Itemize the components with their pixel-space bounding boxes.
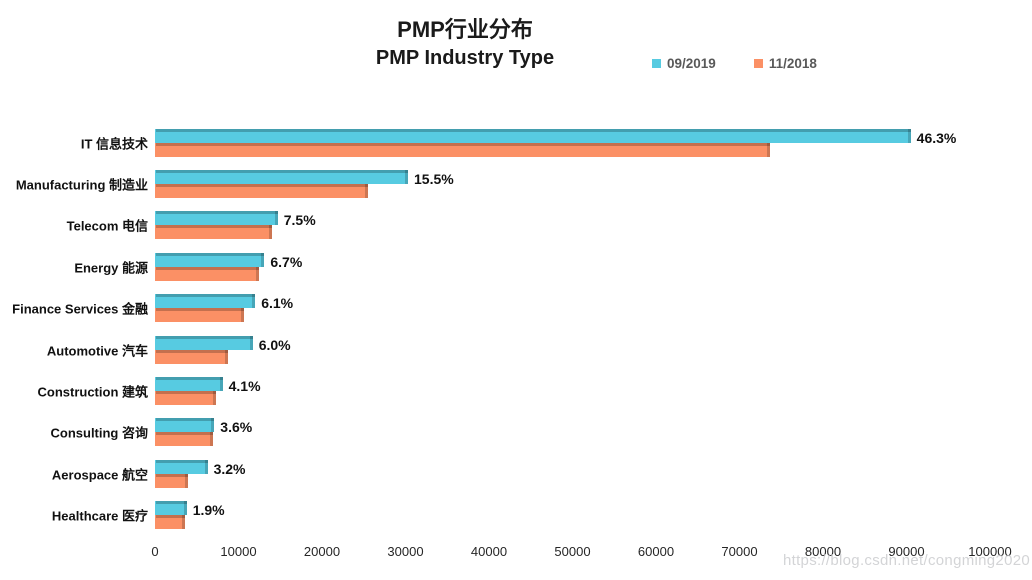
row-label: Finance Services 金融 — [12, 301, 148, 317]
chart-row: IT 信息技术 46.3% — [81, 122, 990, 163]
bar-line-2018 — [155, 308, 990, 323]
row-label: Manufacturing 制造业 — [15, 177, 148, 193]
x-axis: 0 10000 20000 30000 40000 50000 60000 70000 8000… — [151, 544, 1011, 564]
bar-2019 — [155, 211, 278, 226]
chart-rows: IT 信息技术 46.3% Manufacturing 制造业 15.5% Te… — [12, 122, 990, 536]
row-label: Consulting 咨询 — [50, 425, 149, 441]
chart-row: Manufacturing 制造业 15.5% — [16, 163, 990, 204]
bar-2018 — [155, 349, 228, 364]
legend-label-2019: 09/2019 — [667, 56, 716, 71]
bar-line-2018 — [155, 432, 990, 447]
x-axis-tick: 0 — [151, 544, 159, 559]
bar-value-label: 1.9% — [192, 502, 225, 519]
bar-2018 — [155, 225, 272, 240]
bar-line-2018 — [155, 225, 990, 240]
chart-title: PMP行业分布 PMP Industry Type — [155, 16, 775, 71]
bar-2018 — [155, 184, 368, 199]
x-axis-tick: 20000 — [303, 544, 341, 559]
bar-line-2018 — [155, 184, 990, 199]
row-label: IT 信息技术 — [80, 136, 148, 152]
bar-2019 — [155, 377, 223, 392]
chart-row: Telecom 电信 7.5% — [67, 205, 990, 246]
chart-title-line1: PMP行业分布 — [397, 17, 533, 42]
chart-row: Aerospace 航空 3.2% — [52, 453, 990, 494]
chart-row: Construction 建筑 4.1% — [38, 370, 990, 411]
bar-line-2018 — [155, 349, 990, 364]
chart-row: Automotive 汽车 6.0% — [47, 329, 990, 370]
x-axis-tick: 60000 — [637, 544, 675, 559]
bar-2018 — [155, 266, 260, 281]
bar-2019 — [155, 294, 256, 309]
bar-2018 — [155, 142, 771, 157]
x-axis-tick: 90000 — [888, 544, 925, 559]
bar-2018 — [155, 308, 245, 323]
bar-line-2019: 46.3% — [155, 128, 990, 146]
bar-value-label: 3.6% — [220, 419, 253, 436]
legend: 09/2019 11/2018 — [652, 56, 817, 71]
chart-row: Energy 能源 6.7% — [74, 246, 990, 287]
legend-swatch-2019-icon — [652, 59, 661, 68]
bar-line-2019: 6.7% — [155, 252, 990, 270]
chart-title-line2: PMP Industry Type — [375, 46, 555, 69]
bar-line-2018 — [155, 266, 990, 281]
bar-line-2019: 6.0% — [155, 335, 990, 353]
legend-item-2019: 09/2019 — [652, 56, 716, 71]
bar-2019 — [155, 252, 265, 267]
row-label: Construction 建筑 — [37, 384, 149, 400]
bar-line-2019: 1.9% — [155, 501, 990, 519]
bar-line-2019: 4.1% — [155, 377, 990, 395]
chart-row: Consulting 咨询 3.6% — [51, 412, 990, 453]
bar-line-2019: 3.6% — [155, 418, 990, 436]
bar-value-label: 6.7% — [270, 253, 303, 270]
bar-line-2019: 15.5% — [155, 170, 990, 188]
bar-value-label: 7.5% — [283, 212, 316, 229]
bar-value-label: 15.5% — [414, 171, 454, 188]
bar-value-label: 6.0% — [258, 336, 291, 353]
bar-2018 — [155, 391, 216, 406]
bar-2019 — [155, 501, 187, 516]
bar-2019 — [155, 459, 208, 474]
bar-line-2018 — [155, 515, 990, 530]
row-label: Energy 能源 — [74, 260, 148, 276]
row-label: Aerospace 航空 — [51, 467, 148, 483]
bar-line-2018 — [155, 473, 990, 488]
bar-line-2019: 3.2% — [155, 459, 990, 477]
bar-line-2019: 7.5% — [155, 211, 990, 229]
x-axis-tick: 10000 — [220, 544, 257, 559]
plot-area: IT 信息技术 46.3% Manufacturing 制造业 15.5% Te… — [12, 122, 990, 536]
bar-value-label: 3.2% — [213, 460, 246, 477]
bar-line-2019: 6.1% — [155, 294, 990, 312]
x-axis-tick: 80000 — [804, 544, 842, 559]
row-label: Healthcare 医疗 — [51, 508, 148, 524]
bar-2019 — [155, 128, 911, 143]
bar-2018 — [155, 432, 213, 447]
legend-item-2018: 11/2018 — [753, 56, 817, 71]
chart-row: Finance Services 金融 6.1% — [12, 288, 990, 329]
bar-line-2018 — [155, 391, 990, 406]
bar-2019 — [155, 418, 215, 433]
row-label: Telecom 电信 — [66, 218, 148, 234]
bar-2019 — [155, 335, 253, 350]
x-axis-tick: 40000 — [470, 544, 508, 559]
chart-row: Healthcare 医疗 1.9% — [52, 495, 990, 536]
bar-value-label: 4.1% — [228, 378, 261, 395]
x-axis-tick: 50000 — [554, 544, 591, 559]
bar-2019 — [155, 170, 408, 185]
bar-2018 — [155, 515, 186, 530]
bar-value-label: 46.3% — [916, 129, 957, 146]
legend-swatch-2018-icon — [753, 59, 763, 68]
bar-line-2018 — [155, 142, 990, 157]
x-axis-tick: 30000 — [387, 544, 424, 559]
watermark: https://blog.csdn.net/congming2020 — [782, 552, 1030, 569]
x-axis-tick: 100000 — [968, 544, 1012, 559]
bar-value-label: 6.1% — [261, 295, 294, 312]
x-axis-tick: 70000 — [721, 544, 758, 559]
row-label: Automotive 汽车 — [46, 343, 148, 359]
legend-label-2018: 11/2018 — [768, 56, 817, 71]
bar-2018 — [155, 473, 188, 488]
